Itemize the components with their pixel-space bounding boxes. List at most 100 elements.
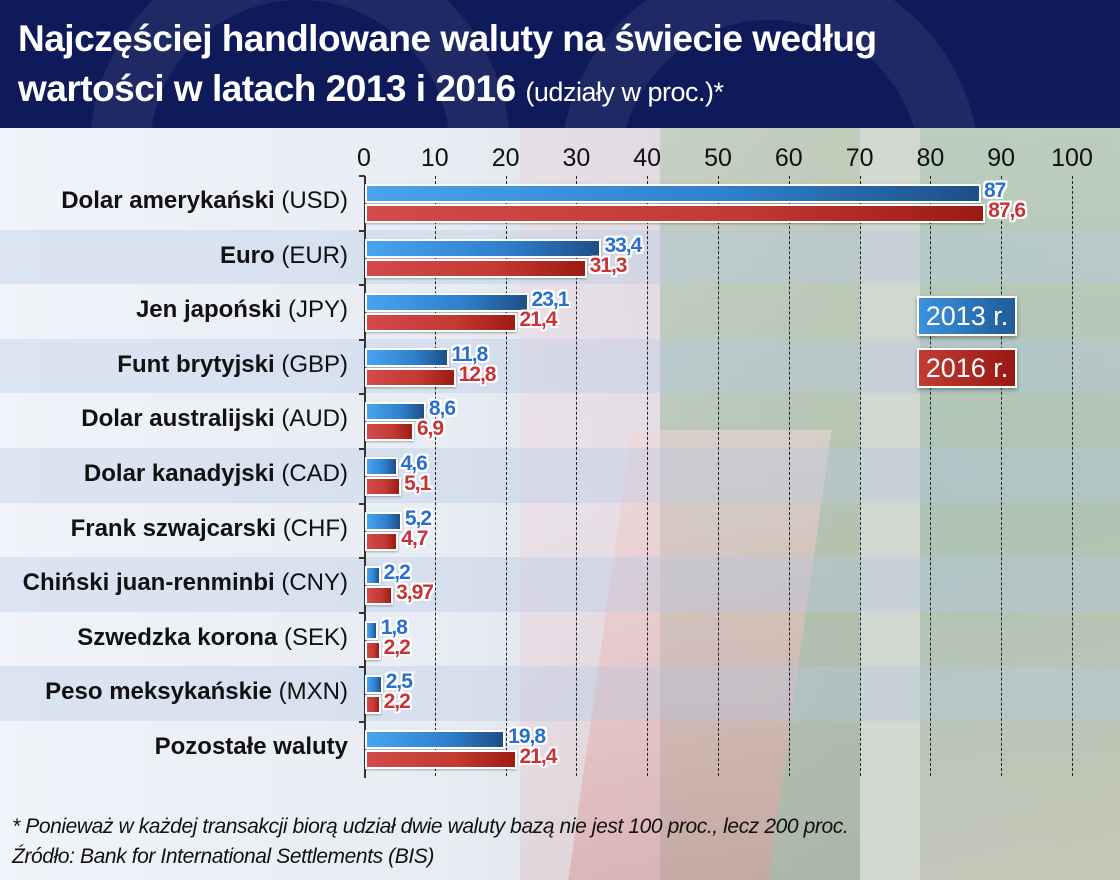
category-code: (GBP) [281,350,348,378]
gridline [718,176,719,776]
bar-2016 [365,695,381,715]
bar-2016 [365,750,517,769]
footnote-note: * Ponieważ w każdej transakcji biorą udz… [12,815,849,838]
chart-title: Najczęściej handlowane waluty na świecie… [18,14,877,117]
bar-2016 [365,367,456,387]
value-label-2013: 33,4 [604,233,642,257]
bar-2013 [365,347,449,367]
value-label-2016: 3,97 [396,581,434,605]
title-suffix: (udziały w proc.)* [525,77,724,107]
bar-2013 [365,675,383,695]
bar-2013 [365,457,398,476]
legend-2013: 2013 r. [917,296,1017,336]
row-stripe [0,557,1120,612]
category-code: (CNY) [281,569,348,597]
y-axis-tick [359,557,365,560]
gridline [1001,176,1003,776]
category-name: Frank szwajcarski [70,514,277,542]
category-name: Szwedzka korona [77,623,284,651]
bar-2016 [365,313,517,333]
row-stripe [0,448,1120,503]
value-label-2013: 2,2 [383,561,411,585]
title-line-1: Najczęściej handlowane waluty na świecie… [18,18,877,59]
x-tick-label: 40 [633,144,662,172]
category-code: (SEK) [283,623,348,651]
value-label-2016: 2,2 [383,690,411,714]
value-label-2013: 2,5 [385,670,413,694]
category-name: Funt brytyjski [117,350,275,378]
bar-2013 [365,730,506,749]
bar-2013 [365,511,402,531]
category-name: Euro [220,241,275,269]
bar-2013 [365,566,381,586]
bar-2013 [365,620,378,640]
value-label-2016: 31,3 [589,253,628,277]
x-tick-label: 100 [1051,144,1093,172]
y-axis-tick [359,393,365,396]
gridline [788,176,790,776]
category-label: Chiński juan-renminbi (CNY) [23,569,348,597]
category-label: Frank szwajcarski (CHF) [71,515,348,543]
gridline [505,176,507,776]
category-label: Szwedzka korona (SEK) [77,624,348,652]
value-label-2016: 4,7 [401,526,428,550]
footnote-source: Źródło: Bank for International Settlemen… [12,845,435,868]
category-code: (JPY) [288,296,348,324]
category-label: Dolar kanadyjski (CAD) [84,460,348,488]
bar-2013 [365,293,529,313]
category-code: (EUR) [281,241,348,269]
category-label: Dolar amerykański (USD) [61,187,348,215]
x-tick-label: 0 [357,144,371,172]
bar-2016 [365,422,414,442]
category-name: Dolar kanadyjski [83,460,275,487]
chart-header: Najczęściej handlowane waluty na świecie… [0,0,1120,128]
category-name: Jen japoński [135,296,282,324]
category-label: Pozostałe waluty [155,733,348,761]
x-tick-label: 70 [845,144,874,172]
bar-2016 [365,640,381,660]
value-label-2013: 11,8 [451,342,489,366]
category-name: Peso meksykańskie [45,678,272,706]
value-label-2016: 87,6 [988,199,1026,222]
value-label-2013: 5,2 [404,506,432,530]
category-label: Jen japoński (JPY) [136,296,348,324]
category-name: Dolar australijski [81,405,275,433]
category-name: Dolar amerykański [61,187,275,214]
category-label: Funt brytyjski (GBP) [117,351,348,379]
gridline [576,176,578,776]
value-label-2013: 4,6 [400,452,428,475]
value-label-2013: 19,8 [508,725,546,748]
gridline [930,176,932,776]
y-axis-tick [359,284,365,287]
category-name: Chiński juan-renminbi [22,569,275,597]
gridline [859,176,861,776]
bar-2016 [365,258,587,278]
x-tick-label: 80 [916,144,945,172]
value-label-2016: 5,1 [404,472,431,495]
x-axis-labels: 0 10 20 30 40 50 60 70 80 90 100 [0,140,1120,176]
y-axis-tick [359,175,365,177]
category-label: Euro (EUR) [220,242,348,270]
bar-2016 [365,204,986,223]
legend-2016: 2016 r. [917,348,1017,388]
value-label-2013: 87 [983,179,1006,202]
value-label-2016: 21,4 [519,745,558,768]
gridline [1072,176,1073,776]
category-label: Dolar australijski (AUD) [81,405,348,433]
banknote-photo-green [920,128,1120,880]
x-tick-label: 20 [491,144,520,172]
gridline [647,176,649,776]
bar-2013 [365,402,426,422]
y-axis-tick [359,721,365,723]
x-tick-label: 60 [774,144,803,172]
bar-2013 [365,184,981,203]
y-axis-tick [359,338,365,341]
bar-2016 [365,531,399,551]
category-name: Pozostałe waluty [154,733,348,760]
value-label-2013: 1,8 [380,615,408,639]
category-code: (AUD) [281,405,348,433]
title-line-2-main: wartości w latach 2013 i 2016 [18,68,516,109]
value-label-2013: 8,6 [428,397,456,421]
title-line-2: wartości w latach 2013 i 2016 (udziały w… [18,64,877,117]
bar-2013 [365,238,602,258]
